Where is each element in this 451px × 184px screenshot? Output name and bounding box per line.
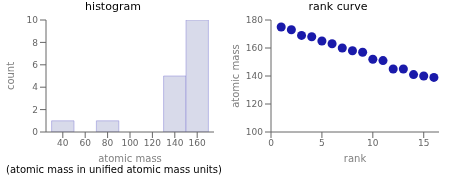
html-text:histogram: histogram [85, 0, 141, 13]
html-text:rank curve: rank curve [308, 0, 368, 13]
svg-text:80: 80 [102, 138, 114, 148]
svg-text:2: 2 [32, 105, 38, 115]
svg-text:0: 0 [268, 138, 274, 148]
svg-text:rank: rank [344, 153, 367, 162]
svg-text:140: 140 [166, 138, 183, 148]
svg-text:4: 4 [32, 82, 38, 92]
svg-text:100: 100 [246, 127, 263, 137]
svg-text:count: count [8, 62, 16, 90]
svg-text:15: 15 [418, 138, 429, 148]
svg-text:140: 140 [246, 71, 263, 81]
svg-text:100: 100 [121, 138, 138, 148]
svg-text:40: 40 [57, 138, 69, 148]
svg-text:8: 8 [32, 38, 38, 48]
svg-text:atomic mass: atomic mass [98, 153, 162, 162]
svg-text:10: 10 [367, 138, 379, 148]
svg-text:10: 10 [27, 15, 39, 25]
html-text:(atomic mass in unified atomic: (atomic mass in unified atomic mass unit… [6, 164, 222, 175]
svg-text:0: 0 [32, 127, 38, 137]
svg-text:160: 160 [246, 43, 263, 53]
svg-text:atomic mass: atomic mass [230, 44, 241, 108]
svg-text:120: 120 [246, 99, 263, 109]
svg-text:6: 6 [32, 60, 38, 70]
svg-text:160: 160 [189, 138, 206, 148]
svg-text:5: 5 [319, 138, 325, 148]
svg-text:60: 60 [79, 138, 91, 148]
svg-text:180: 180 [246, 15, 263, 25]
svg-text:120: 120 [144, 138, 161, 148]
